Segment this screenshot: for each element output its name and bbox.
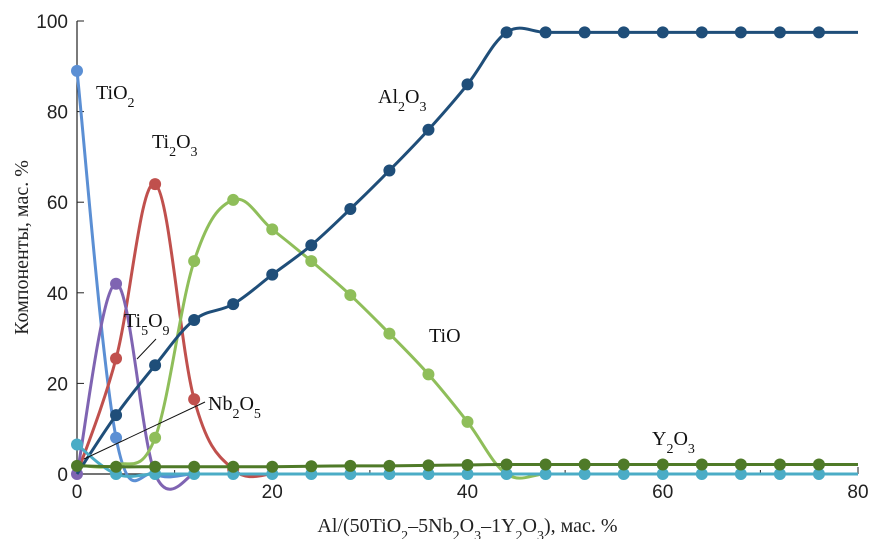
data-point-al2o3	[500, 26, 513, 39]
y-tick-label: 20	[47, 374, 68, 395]
data-point-al2o3	[578, 26, 591, 39]
series-label-ti2o3: Ti2O3	[152, 131, 198, 160]
series-label-tio: TiO	[429, 325, 461, 347]
y-tick-label: 80	[47, 103, 68, 124]
y-tick-label: 60	[47, 193, 68, 214]
data-point-al2o3	[305, 239, 318, 252]
x-axis-label: Al/(50TiO2–5Nb2O3–1Y2O3), мас. %	[317, 515, 617, 539]
data-point-ti2o3	[149, 178, 162, 191]
data-point-al2o3	[656, 26, 669, 39]
data-point-tio	[266, 223, 279, 236]
data-point-nb2o5	[461, 468, 474, 480]
series-label-tio2: TiO2	[96, 82, 135, 111]
data-point-y2o3	[305, 460, 318, 473]
series-label-y2o3: Y2O3	[652, 428, 695, 457]
data-point-nb2o5	[812, 468, 825, 480]
data-point-nb2o5	[773, 468, 786, 480]
data-point-nb2o5	[656, 468, 669, 480]
data-point-al2o3	[149, 359, 162, 372]
x-tick-label: 20	[262, 482, 283, 503]
data-point-al2o3	[617, 26, 630, 39]
data-point-tio	[188, 255, 201, 268]
data-point-y2o3	[500, 458, 513, 471]
data-point-y2o3	[383, 459, 396, 472]
data-point-y2o3	[539, 458, 552, 471]
data-point-tio	[422, 368, 435, 381]
axes: 0 20 40 60 80 0 20 40 60 80 100 Al/(50TiO2–5Nb2O3–1…	[11, 12, 869, 539]
data-point-al2o3	[383, 164, 396, 177]
data-point-y2o3	[266, 460, 279, 473]
data-point-y2o3	[656, 458, 669, 471]
x-tick-label: 0	[72, 482, 83, 503]
data-point-nb2o5	[734, 468, 747, 480]
data-point-y2o3	[344, 459, 357, 472]
data-point-nb2o5	[422, 468, 435, 480]
data-point-nb2o5	[539, 468, 552, 480]
data-point-y2o3	[227, 460, 240, 473]
series-layer	[71, 26, 858, 491]
data-point-nb2o5	[71, 438, 83, 451]
x-tick-label: 80	[847, 482, 868, 503]
data-point-nb2o5	[500, 468, 513, 480]
labels-layer: TiO2 Ti2O3 Ti5O9 TiO Al2O3 Nb2O5 Y2O3	[83, 82, 695, 460]
data-point-al2o3	[110, 409, 123, 422]
series-line-tio	[76, 197, 858, 480]
series-y2o3	[71, 458, 858, 473]
x-tick-label: 40	[457, 482, 478, 503]
series-label-nb2o5: Nb2O5	[208, 393, 261, 422]
data-point-al2o3	[812, 26, 825, 39]
data-point-y2o3	[461, 458, 474, 471]
data-point-ti2o3	[110, 352, 123, 365]
data-point-tio	[149, 431, 162, 444]
data-point-y2o3	[110, 460, 123, 473]
series-label-al2o3: Al2O3	[378, 86, 426, 115]
data-point-al2o3	[266, 268, 279, 281]
data-point-y2o3	[617, 458, 630, 471]
y-tick-label: 100	[36, 12, 68, 33]
y-tick-label: 40	[47, 284, 68, 305]
data-point-nb2o5	[578, 468, 591, 480]
data-point-y2o3	[422, 459, 435, 472]
x-tick-label: 60	[652, 482, 673, 503]
data-point-tio2	[110, 431, 123, 444]
y-axis-label: Компоненты, мас. %	[11, 160, 33, 335]
data-point-y2o3	[695, 458, 708, 471]
data-point-al2o3	[461, 78, 474, 91]
data-point-tio	[461, 415, 474, 428]
data-point-tio2	[71, 64, 83, 77]
data-point-y2o3	[812, 458, 825, 471]
data-point-y2o3	[149, 460, 162, 473]
data-point-ti5o9	[110, 277, 123, 290]
data-point-nb2o5	[617, 468, 630, 480]
data-point-ti2o3	[188, 393, 201, 406]
data-point-al2o3	[695, 26, 708, 39]
data-point-y2o3	[773, 458, 786, 471]
leader-line-nb2o5	[83, 401, 206, 460]
data-point-tio	[383, 327, 396, 340]
y-tick-label: 0	[57, 465, 68, 486]
series-label-ti5o9: Ti5O9	[124, 310, 170, 339]
data-point-al2o3	[344, 202, 357, 215]
data-point-al2o3	[734, 26, 747, 39]
data-point-al2o3	[422, 123, 435, 136]
data-point-y2o3	[188, 460, 201, 473]
data-point-y2o3	[734, 458, 747, 471]
data-point-tio	[305, 255, 318, 268]
data-point-al2o3	[539, 26, 552, 39]
series-line-ti5o9	[75, 282, 195, 491]
data-point-al2o3	[188, 313, 201, 326]
data-point-tio	[227, 193, 240, 206]
data-point-al2o3	[227, 298, 240, 311]
data-point-y2o3	[71, 459, 83, 472]
leader-line-ti5o9	[136, 338, 157, 360]
data-point-al2o3	[773, 26, 786, 39]
series-tio	[76, 193, 858, 480]
series-line-ti2o3	[75, 182, 273, 479]
series-al2o3	[75, 26, 858, 475]
data-point-y2o3	[578, 458, 591, 471]
data-point-tio	[344, 289, 357, 302]
data-point-nb2o5	[695, 468, 708, 480]
